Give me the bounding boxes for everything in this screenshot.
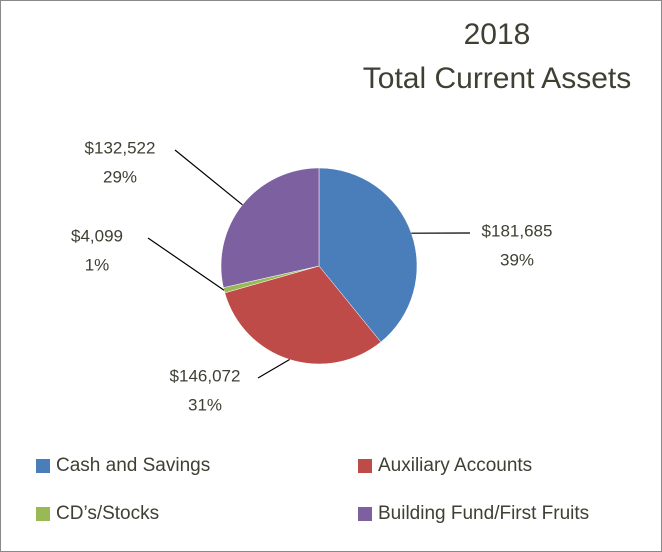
- legend-label: Auxiliary Accounts: [378, 455, 532, 476]
- legend-swatch: [358, 507, 372, 521]
- legend-label: Building Fund/First Fruits: [378, 503, 589, 524]
- leader-line: [174, 149, 243, 206]
- data-label-percent: 31%: [188, 395, 222, 414]
- leader-line: [147, 237, 225, 291]
- legend-swatch: [36, 507, 50, 521]
- legend-swatch: [358, 459, 372, 473]
- legend-label: CD’s/Stocks: [56, 503, 159, 524]
- leader-line: [257, 358, 290, 379]
- data-label: $4,099: [71, 226, 123, 245]
- legend-label: Cash and Savings: [56, 455, 210, 476]
- data-label-percent: 29%: [103, 167, 137, 186]
- chart-title: 2018: [464, 18, 531, 51]
- data-label-percent: 1%: [85, 255, 110, 274]
- data-label: $146,072: [170, 366, 241, 385]
- pie-slice: [220, 167, 320, 288]
- data-label-percent: 39%: [500, 250, 534, 269]
- data-label: $181,685: [482, 221, 553, 240]
- chart-subtitle: Total Current Assets: [363, 62, 631, 95]
- data-label: $132,522: [85, 138, 156, 157]
- legend-swatch: [36, 459, 50, 473]
